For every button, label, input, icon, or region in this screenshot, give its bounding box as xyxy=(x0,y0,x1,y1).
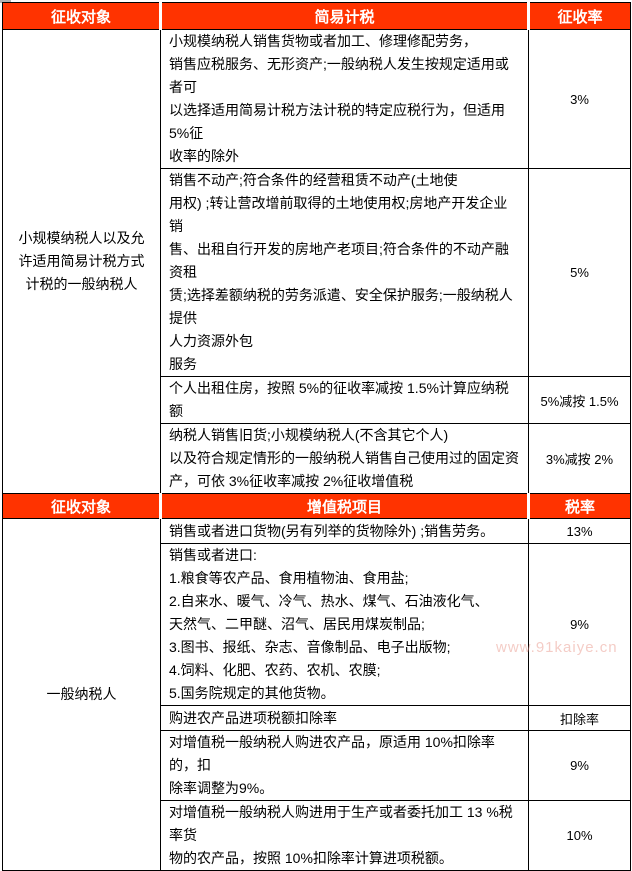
tax-item-cell: 纳税人销售旧货;小规模纳税人(不含其它个人) 以及符合规定情形的一般纳税人销售自… xyxy=(160,423,529,494)
header-tax-rate: 税率 xyxy=(527,493,631,519)
header-levy-target: 征收对象 xyxy=(2,2,161,30)
tax-item-cell: 销售或者进口货物(另有列举的货物除外) ;销售劳务。 xyxy=(160,518,529,544)
header-row-vat-items: 征收对象 增值税项目 税率 xyxy=(2,493,631,519)
taxpayer-cell-general: 一般纳税人 xyxy=(2,518,161,871)
tax-rate-cell: 扣除率 xyxy=(528,705,631,731)
table-row: 一般纳税人 销售或者进口货物(另有列举的货物除外) ;销售劳务。 13% xyxy=(2,518,631,871)
tax-rate-cell: 5%减按 1.5% xyxy=(528,376,631,424)
tax-rate-cell: 10% xyxy=(528,800,631,871)
table-row: 个人出租住房，按照 5%的征收率减按 1.5%计算应纳税额 5%减按 1.5% xyxy=(3,376,631,424)
tax-rate-cell: 3%减按 2% xyxy=(528,423,631,494)
header-levy-target-2: 征收对象 xyxy=(2,493,161,519)
table-row: 纳税人销售旧货;小规模纳税人(不含其它个人) 以及符合规定情形的一般纳税人销售自… xyxy=(3,423,631,494)
tax-item-cell: 对增值税一般纳税人购进用于生产或者委托加工 13 %税率货 物的农产品，按照 1… xyxy=(160,800,529,871)
header-levy-rate: 征收率 xyxy=(527,2,631,30)
tax-item-cell: 销售不动产;符合条件的经营租赁不动产(土地使 用权) ;转让营改增前取得的土地使… xyxy=(160,168,529,377)
tax-item-cell: 购进农产品进项税额扣除率 xyxy=(160,705,529,731)
table-row: 小规模纳税人以及允 许适用简易计税方式 计税的一般纳税人 小规模纳税人销售货物或… xyxy=(2,29,631,494)
header-simple-taxation: 简易计税 xyxy=(159,2,529,30)
tax-item-cell: 个人出租住房，按照 5%的征收率减按 1.5%计算应纳税额 xyxy=(160,376,529,424)
tax-item-cell: 对增值税一般纳税人购进农产品，原适用 10%扣除率的，扣 除率调整为9%。 xyxy=(160,730,529,801)
tax-rate-cell: 13% xyxy=(528,518,631,544)
taxpayer-cell-small-scale: 小规模纳税人以及允 许适用简易计税方式 计税的一般纳税人 xyxy=(2,29,161,494)
tax-rate-cell: 3% xyxy=(528,29,631,169)
tax-rate-cell: 5% xyxy=(528,168,631,377)
screenshot-corner-artifact xyxy=(0,0,11,3)
header-vat-items: 增值税项目 xyxy=(159,493,529,519)
tax-item-cell: 销售或者进口: 1.粮食等农产品、食用植物油、食用盐; 2.自来水、暖气、冷气、… xyxy=(160,543,529,706)
tax-rate-cell: 9% xyxy=(528,543,631,706)
header-row-simple-taxation: 征收对象 简易计税 征收率 xyxy=(2,2,631,30)
tax-item-cell: 小规模纳税人销售货物或者加工、修理修配劳务， 销售应税服务、无形资产;一般纳税人… xyxy=(160,29,529,169)
tax-rate-cell: 9% xyxy=(528,730,631,801)
table-row: 销售不动产;符合条件的经营租赁不动产(土地使 用权) ;转让营改增前取得的土地使… xyxy=(3,168,631,377)
